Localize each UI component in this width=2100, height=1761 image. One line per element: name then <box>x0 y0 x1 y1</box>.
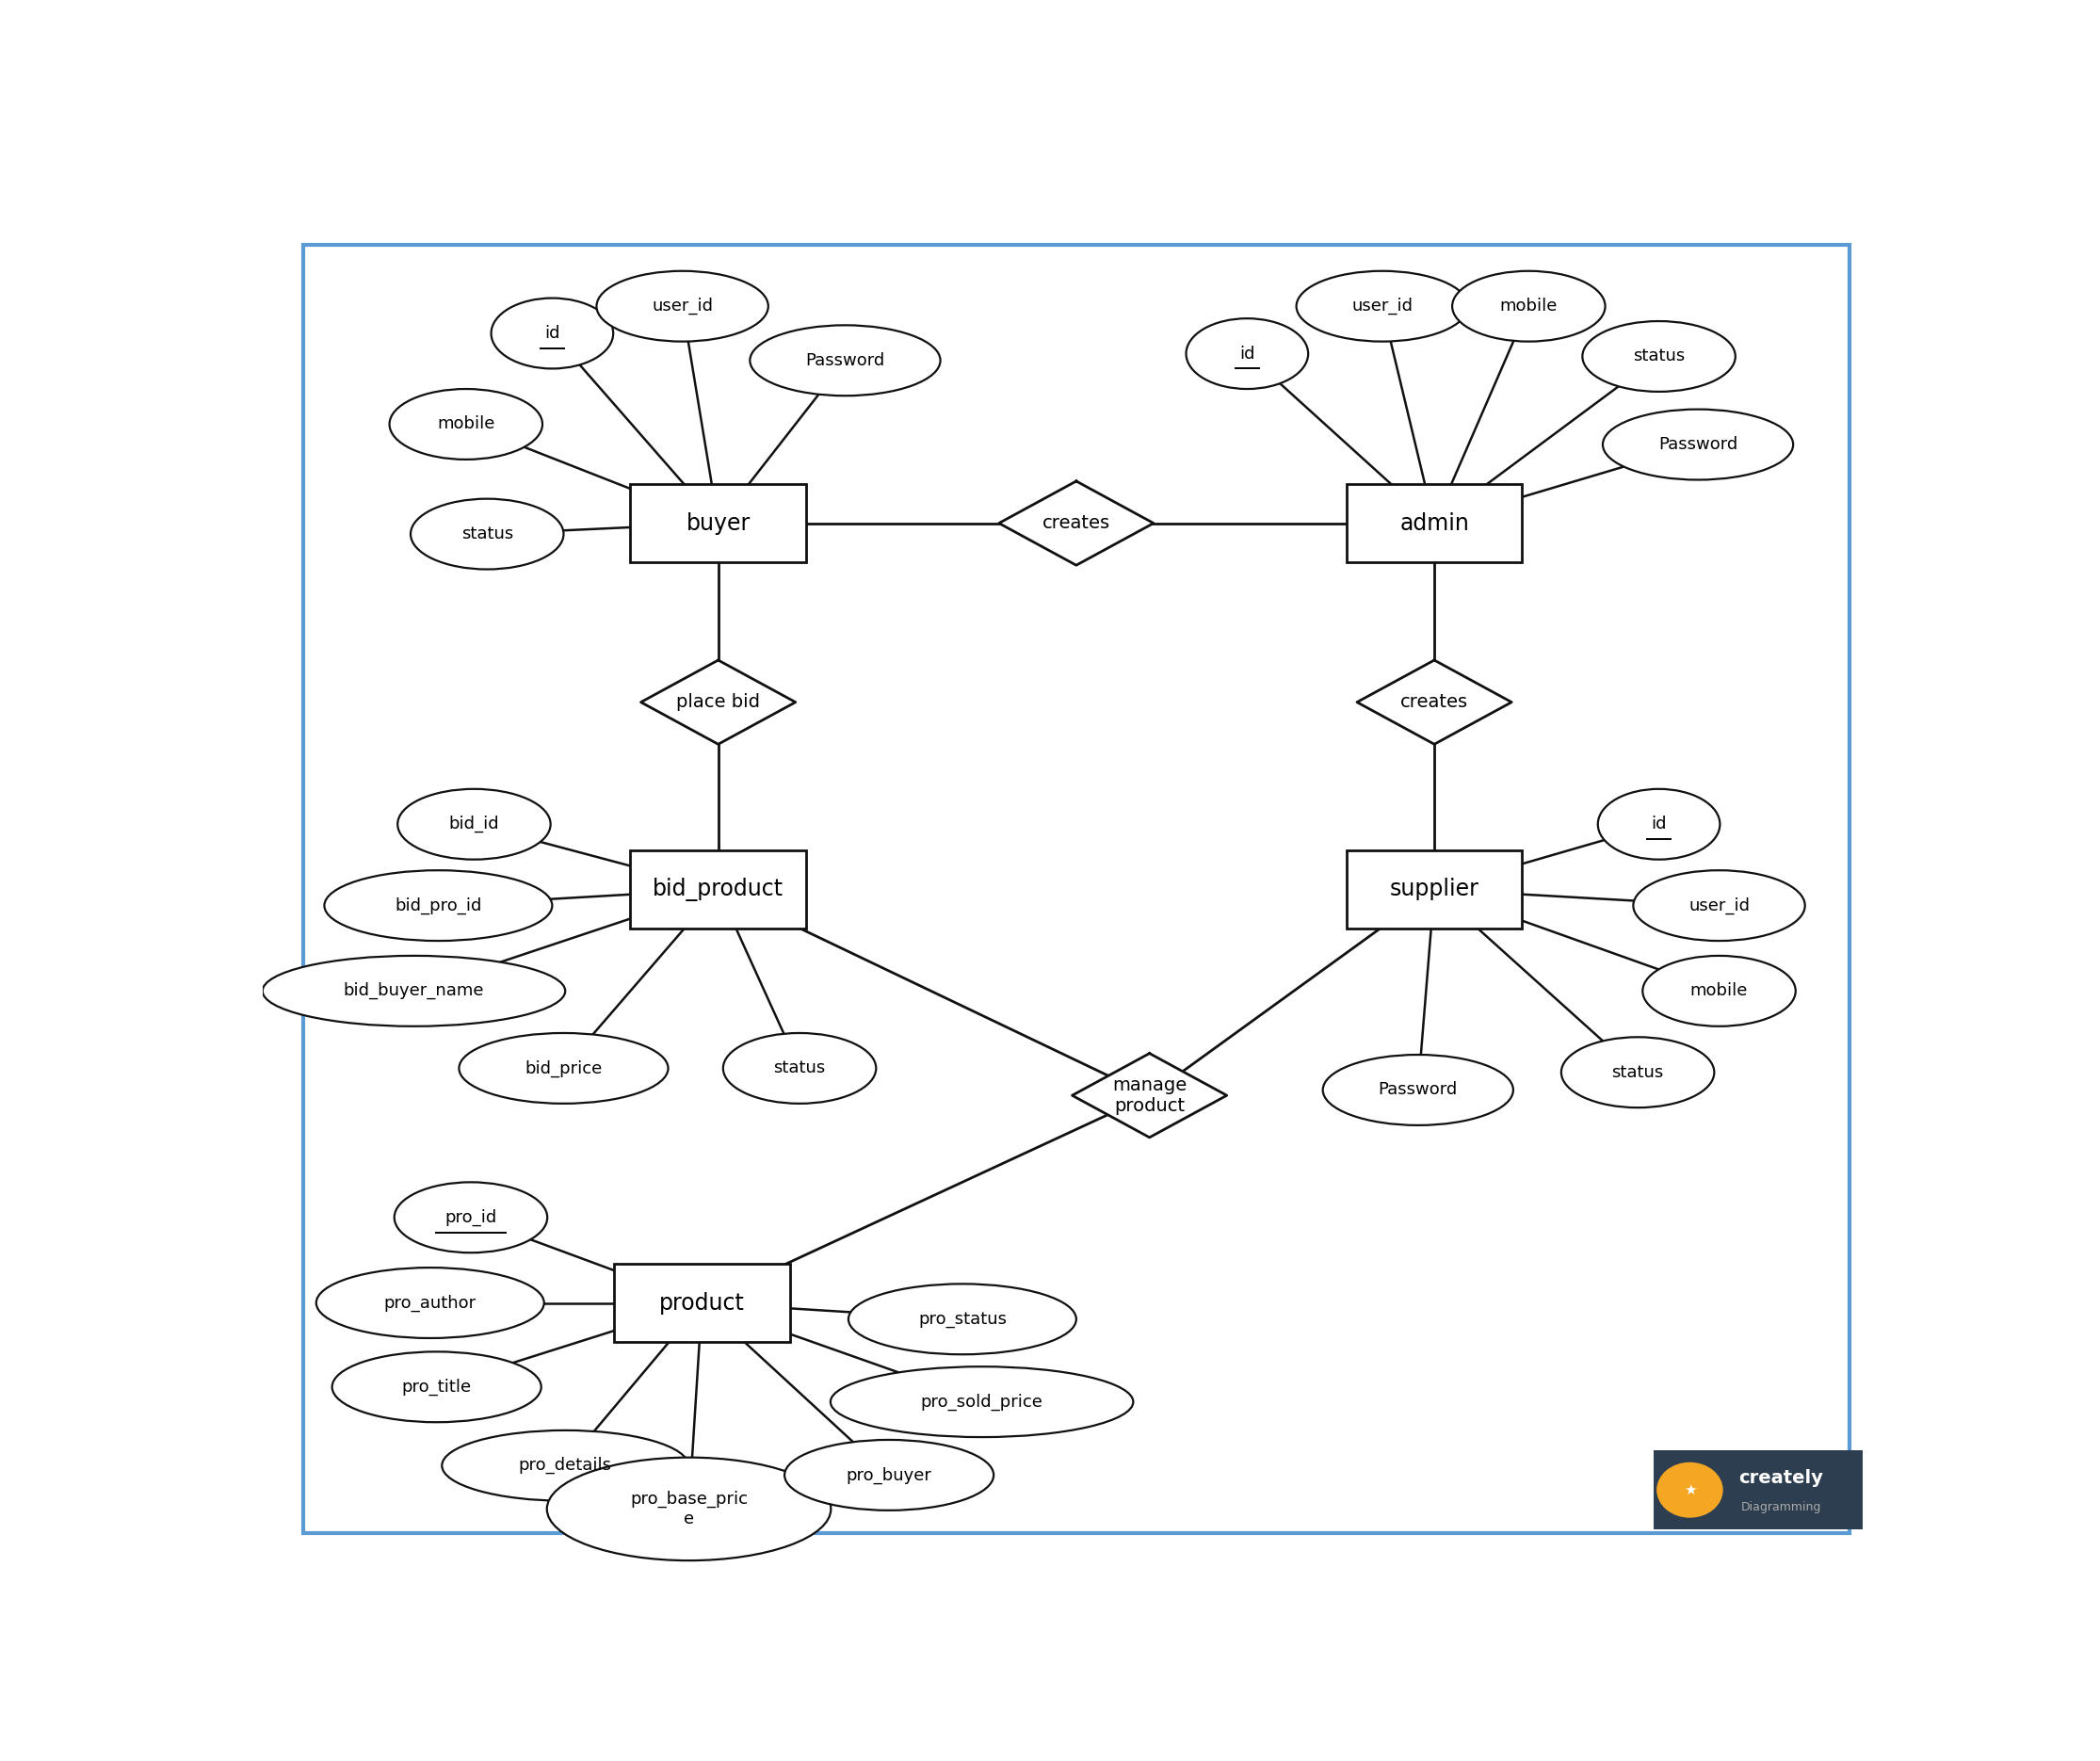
Text: product: product <box>659 1291 746 1314</box>
Polygon shape <box>1073 1053 1226 1138</box>
Text: manage
product: manage product <box>1113 1076 1186 1115</box>
Polygon shape <box>1357 660 1512 745</box>
Polygon shape <box>640 660 796 745</box>
Ellipse shape <box>1598 789 1720 859</box>
FancyBboxPatch shape <box>1655 1451 1863 1529</box>
Text: id: id <box>544 324 561 342</box>
Ellipse shape <box>491 298 613 368</box>
Text: pro_status: pro_status <box>918 1310 1006 1328</box>
Text: creately: creately <box>1739 1469 1823 1486</box>
Text: Diagramming: Diagramming <box>1741 1500 1821 1513</box>
Text: creates: creates <box>1042 514 1111 532</box>
Ellipse shape <box>332 1352 542 1423</box>
Ellipse shape <box>1602 409 1793 479</box>
Text: pro_base_pric
e: pro_base_pric e <box>630 1490 748 1527</box>
FancyBboxPatch shape <box>630 484 806 562</box>
Ellipse shape <box>460 1034 668 1104</box>
Ellipse shape <box>1583 321 1735 391</box>
Text: bid_buyer_name: bid_buyer_name <box>344 983 485 1000</box>
Text: Password: Password <box>806 352 884 370</box>
Text: buyer: buyer <box>687 512 750 535</box>
Ellipse shape <box>830 1367 1134 1437</box>
Ellipse shape <box>785 1440 993 1511</box>
Ellipse shape <box>596 271 769 342</box>
Text: place bid: place bid <box>676 694 760 711</box>
Ellipse shape <box>262 956 565 1027</box>
Ellipse shape <box>441 1430 689 1500</box>
Text: mobile: mobile <box>1499 298 1558 315</box>
Text: user_id: user_id <box>1352 298 1413 315</box>
Ellipse shape <box>546 1458 832 1560</box>
Ellipse shape <box>1634 870 1806 940</box>
Text: pro_id: pro_id <box>445 1208 498 1226</box>
Ellipse shape <box>1186 319 1308 389</box>
Text: id: id <box>1651 815 1667 833</box>
Text: supplier: supplier <box>1390 879 1478 900</box>
Text: ★: ★ <box>1684 1483 1697 1497</box>
Ellipse shape <box>395 1182 548 1252</box>
Ellipse shape <box>389 389 542 460</box>
Polygon shape <box>1000 481 1153 565</box>
Text: mobile: mobile <box>437 416 496 433</box>
Ellipse shape <box>722 1034 876 1104</box>
Ellipse shape <box>397 789 550 859</box>
Ellipse shape <box>323 870 552 940</box>
Text: bid_id: bid_id <box>449 815 500 833</box>
Text: Password: Password <box>1659 437 1737 453</box>
Text: status: status <box>1634 349 1684 365</box>
Text: user_id: user_id <box>1688 896 1749 914</box>
Text: Password: Password <box>1378 1081 1457 1099</box>
Text: creates: creates <box>1401 694 1468 711</box>
Ellipse shape <box>1296 271 1468 342</box>
Text: pro_author: pro_author <box>384 1294 477 1312</box>
Ellipse shape <box>1560 1037 1714 1108</box>
Text: status: status <box>462 525 512 542</box>
Ellipse shape <box>1642 956 1796 1027</box>
Ellipse shape <box>412 498 563 569</box>
Circle shape <box>1657 1463 1722 1518</box>
Ellipse shape <box>1323 1055 1514 1125</box>
Text: pro_title: pro_title <box>401 1379 472 1395</box>
FancyBboxPatch shape <box>630 851 806 928</box>
Text: pro_buyer: pro_buyer <box>846 1467 932 1485</box>
Text: bid_price: bid_price <box>525 1060 603 1078</box>
FancyBboxPatch shape <box>1346 484 1522 562</box>
Text: mobile: mobile <box>1691 983 1747 1000</box>
Text: pro_sold_price: pro_sold_price <box>920 1393 1044 1411</box>
Text: pro_details: pro_details <box>519 1456 611 1474</box>
Text: bid_pro_id: bid_pro_id <box>395 896 481 914</box>
Text: status: status <box>773 1060 825 1076</box>
Text: admin: admin <box>1399 512 1470 535</box>
Ellipse shape <box>848 1284 1075 1354</box>
Ellipse shape <box>750 326 941 396</box>
Text: user_id: user_id <box>651 298 714 315</box>
Text: id: id <box>1239 345 1256 363</box>
FancyBboxPatch shape <box>1346 851 1522 928</box>
Ellipse shape <box>317 1268 544 1338</box>
Text: status: status <box>1611 1064 1663 1081</box>
FancyBboxPatch shape <box>613 1264 790 1342</box>
Ellipse shape <box>1453 271 1604 342</box>
Text: bid_product: bid_product <box>653 877 783 902</box>
